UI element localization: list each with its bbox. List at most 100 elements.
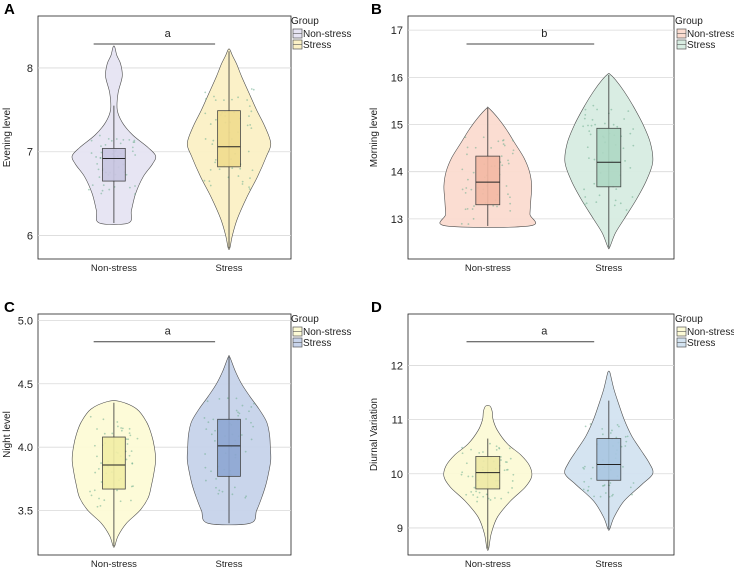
data-point: [252, 425, 255, 428]
data-point: [203, 179, 206, 182]
data-point: [96, 455, 98, 458]
y-tick-label: 12: [391, 360, 403, 372]
data-point: [211, 143, 214, 146]
data-point: [116, 489, 118, 492]
data-point: [584, 425, 587, 428]
data-point: [584, 108, 587, 111]
data-point: [130, 499, 132, 502]
data-point: [250, 406, 253, 408]
legend-entry: Stress: [303, 40, 331, 51]
data-point: [94, 471, 97, 474]
data-point: [250, 438, 253, 441]
data-point: [231, 493, 234, 496]
data-point: [509, 457, 512, 460]
data-point: [204, 112, 207, 115]
legend-title: Group: [675, 314, 703, 325]
box: [102, 436, 126, 490]
data-point: [128, 454, 131, 457]
data-point: [616, 125, 619, 128]
data-point: [90, 152, 93, 154]
data-point: [102, 184, 105, 187]
x-tick-label: Stress: [216, 263, 243, 274]
data-point: [613, 204, 616, 207]
data-point: [583, 117, 586, 120]
data-point: [619, 202, 622, 205]
data-point: [93, 444, 96, 447]
data-point: [223, 99, 225, 102]
data-point: [133, 141, 136, 143]
data-point: [90, 139, 93, 142]
data-point: [629, 166, 632, 169]
data-point: [622, 147, 625, 150]
data-point: [470, 448, 472, 451]
data-point: [235, 397, 238, 400]
data-point: [593, 158, 596, 161]
data-point: [233, 486, 236, 489]
data-point: [136, 437, 139, 440]
legend-title: Group: [291, 314, 319, 325]
data-point: [96, 428, 98, 430]
data-point: [100, 192, 103, 195]
x-tick-label: Non-stress: [91, 559, 137, 570]
data-point: [102, 418, 105, 421]
box: [102, 147, 126, 182]
significance-label: a: [165, 326, 172, 338]
data-point: [209, 184, 212, 187]
data-point: [214, 429, 216, 432]
data-point: [465, 462, 468, 465]
data-point: [119, 500, 122, 503]
data-point: [204, 453, 207, 455]
data-point: [204, 466, 207, 469]
data-point: [612, 123, 615, 126]
data-point: [104, 143, 107, 146]
data-point: [478, 491, 481, 494]
data-point: [465, 187, 468, 189]
data-point: [473, 205, 475, 207]
y-tick-label: 4.0: [18, 442, 33, 454]
y-axis-label: Night level: [2, 411, 13, 458]
data-point: [128, 138, 131, 141]
legend-entry: Non-stress: [303, 29, 351, 40]
data-point: [464, 208, 467, 211]
data-point: [631, 196, 634, 198]
data-point: [214, 158, 217, 161]
data-point: [476, 500, 478, 503]
data-point: [624, 160, 626, 162]
box: [217, 110, 241, 168]
data-point: [214, 99, 217, 102]
data-point: [253, 402, 255, 405]
data-point: [250, 421, 252, 424]
data-point: [482, 495, 485, 498]
data-point: [204, 98, 207, 100]
data-point: [588, 157, 590, 160]
data-point: [237, 411, 239, 414]
data-point: [500, 459, 502, 461]
y-tick-label: 5.0: [18, 315, 33, 327]
data-point: [583, 480, 586, 483]
jitter-points: [460, 442, 515, 503]
data-point: [239, 167, 242, 170]
data-point: [88, 188, 90, 191]
data-point: [128, 427, 131, 430]
data-point: [108, 188, 111, 191]
legend-entry: Stress: [303, 338, 331, 349]
data-point: [495, 448, 498, 451]
data-point: [502, 139, 504, 142]
data-point: [482, 136, 485, 139]
y-tick-label: 7: [27, 147, 33, 159]
data-point: [131, 462, 134, 465]
panel-label: D: [371, 299, 382, 316]
box: [596, 127, 622, 188]
box: [217, 418, 241, 477]
data-point: [623, 118, 626, 120]
data-point: [474, 146, 477, 149]
data-point: [214, 440, 216, 442]
y-tick-label: 17: [391, 25, 403, 37]
data-point: [127, 438, 130, 441]
data-point: [134, 154, 137, 156]
data-point: [244, 496, 247, 499]
data-point: [96, 162, 99, 165]
data-point: [624, 445, 627, 447]
data-point: [509, 202, 512, 205]
